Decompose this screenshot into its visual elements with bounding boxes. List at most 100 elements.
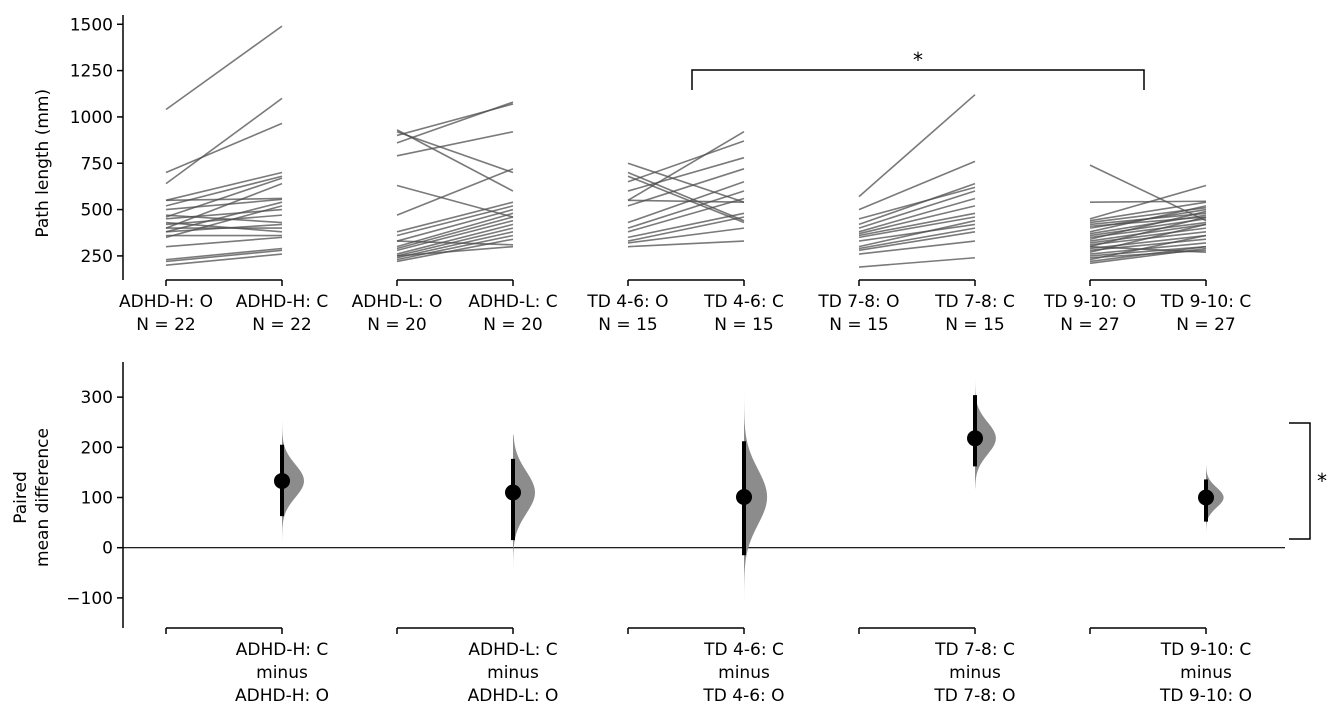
paired-slopegraph-panel: 250 500 750 1000 1250 1500 Path length (mm) ADH… bbox=[33, 15, 1251, 335]
y-tick-label: 300 bbox=[81, 388, 113, 408]
y-tick-label: 0 bbox=[102, 539, 113, 559]
x-tick-label: TD 9-10: O bbox=[1043, 292, 1136, 312]
paired-line bbox=[165, 214, 283, 224]
paired-line bbox=[1089, 238, 1207, 252]
paired-line bbox=[1089, 234, 1207, 250]
paired-line bbox=[396, 130, 514, 174]
significance-bracket-bottom bbox=[1289, 422, 1311, 540]
paired-line bbox=[396, 184, 514, 218]
paired-line bbox=[1089, 216, 1207, 248]
paired-line bbox=[627, 140, 745, 183]
mean-difference-point bbox=[505, 484, 521, 501]
paired-line bbox=[627, 227, 745, 244]
paired-line bbox=[165, 197, 283, 202]
paired-line bbox=[858, 240, 976, 255]
paired-line bbox=[858, 216, 976, 239]
paired-line bbox=[396, 231, 514, 259]
y-axis-label: Path length (mm) bbox=[33, 89, 53, 238]
paired-line bbox=[165, 182, 283, 229]
paired-line bbox=[1089, 227, 1207, 244]
paired-line bbox=[1089, 245, 1207, 254]
y-tick-label: 100 bbox=[81, 489, 113, 509]
paired-line bbox=[627, 240, 745, 248]
paired-line bbox=[1089, 234, 1207, 261]
x-tick-sample-size: N = 15 bbox=[598, 315, 657, 335]
paired-line bbox=[396, 101, 514, 144]
paired-line bbox=[165, 177, 283, 218]
y-tick-label: 1500 bbox=[70, 15, 113, 35]
comparison-label: ADHD-H: O bbox=[235, 686, 329, 703]
x-tick-sample-size: N = 22 bbox=[136, 315, 195, 335]
paired-line bbox=[1089, 201, 1207, 222]
paired-line bbox=[627, 199, 745, 203]
paired-line bbox=[165, 25, 283, 111]
paired-line bbox=[165, 171, 283, 202]
paired-line bbox=[858, 94, 976, 198]
comparison-label: minus bbox=[1180, 663, 1232, 683]
paired-line bbox=[858, 160, 976, 211]
y-tick-label: 1000 bbox=[70, 108, 113, 128]
x-tick-sample-size: N = 15 bbox=[714, 315, 773, 335]
paired-line bbox=[396, 208, 514, 242]
bootstrap-distribution bbox=[975, 369, 996, 489]
x-tick-label: TD 9-10: C bbox=[1160, 292, 1251, 312]
paired-line bbox=[627, 131, 745, 202]
bootstrap-distribution bbox=[513, 434, 535, 571]
paired-line bbox=[396, 238, 514, 263]
significance-star: * bbox=[1317, 469, 1327, 493]
mean-difference-panel: −100 0 100 200 300 Paired mean difference ADHD-… bbox=[11, 362, 1327, 703]
mean-difference-point bbox=[274, 472, 290, 489]
comparison-label: minus bbox=[718, 663, 770, 683]
x-tick-label: ADHD-L: O bbox=[352, 292, 443, 312]
paired-line bbox=[1089, 214, 1207, 235]
paired-line bbox=[165, 208, 283, 220]
x-tick-label: ADHD-H: O bbox=[119, 292, 213, 312]
paired-line bbox=[396, 219, 514, 252]
paired-line bbox=[858, 219, 976, 248]
paired-line bbox=[858, 231, 976, 252]
comparison-label: ADHD-L: C bbox=[468, 640, 557, 660]
paired-line bbox=[165, 236, 283, 248]
y-axis-label-line: Paired bbox=[11, 471, 31, 523]
y-tick-label: 750 bbox=[81, 154, 113, 174]
paired-line bbox=[1089, 245, 1207, 263]
paired-line bbox=[396, 240, 514, 246]
y-tick-label: 250 bbox=[81, 247, 113, 267]
paired-line bbox=[1089, 184, 1207, 220]
comparison-label: minus bbox=[256, 663, 308, 683]
paired-line bbox=[165, 253, 283, 266]
x-tick-label: TD 7-8: O bbox=[817, 292, 899, 312]
paired-line bbox=[858, 182, 976, 226]
paired-line bbox=[1089, 242, 1207, 255]
comparison-label: ADHD-H: C bbox=[236, 640, 329, 660]
x-tick-sample-size: N = 22 bbox=[252, 315, 311, 335]
paired-line bbox=[1089, 223, 1207, 242]
bootstrap-distribution bbox=[744, 387, 768, 601]
x-tick-label: ADHD-H: C bbox=[236, 292, 329, 312]
paired-line bbox=[396, 227, 514, 257]
paired-line bbox=[627, 190, 745, 229]
paired-line bbox=[858, 205, 976, 235]
paired-line bbox=[858, 212, 976, 237]
paired-line bbox=[165, 249, 283, 263]
paired-line bbox=[165, 97, 283, 185]
x-tick-sample-size: N = 20 bbox=[483, 315, 542, 335]
significance-star: * bbox=[913, 48, 923, 72]
comparison-label: minus bbox=[487, 663, 539, 683]
paired-line bbox=[396, 245, 514, 257]
paired-line bbox=[627, 156, 745, 192]
paired-line bbox=[396, 205, 514, 237]
x-tick-sample-size: N = 15 bbox=[945, 315, 1004, 335]
comparison-label: TD 4-6: C bbox=[703, 640, 784, 660]
y-axis-label-line: mean difference bbox=[33, 428, 53, 567]
paired-line bbox=[165, 221, 283, 233]
paired-line bbox=[627, 216, 745, 242]
paired-line bbox=[627, 168, 745, 207]
x-tick-label: ADHD-L: C bbox=[468, 292, 557, 312]
paired-line bbox=[396, 130, 514, 157]
paired-line bbox=[627, 162, 745, 203]
y-axis-label: Paired mean difference bbox=[11, 428, 53, 567]
paired-line bbox=[627, 197, 745, 233]
paired-line bbox=[858, 197, 976, 233]
paired-line bbox=[1089, 205, 1207, 233]
